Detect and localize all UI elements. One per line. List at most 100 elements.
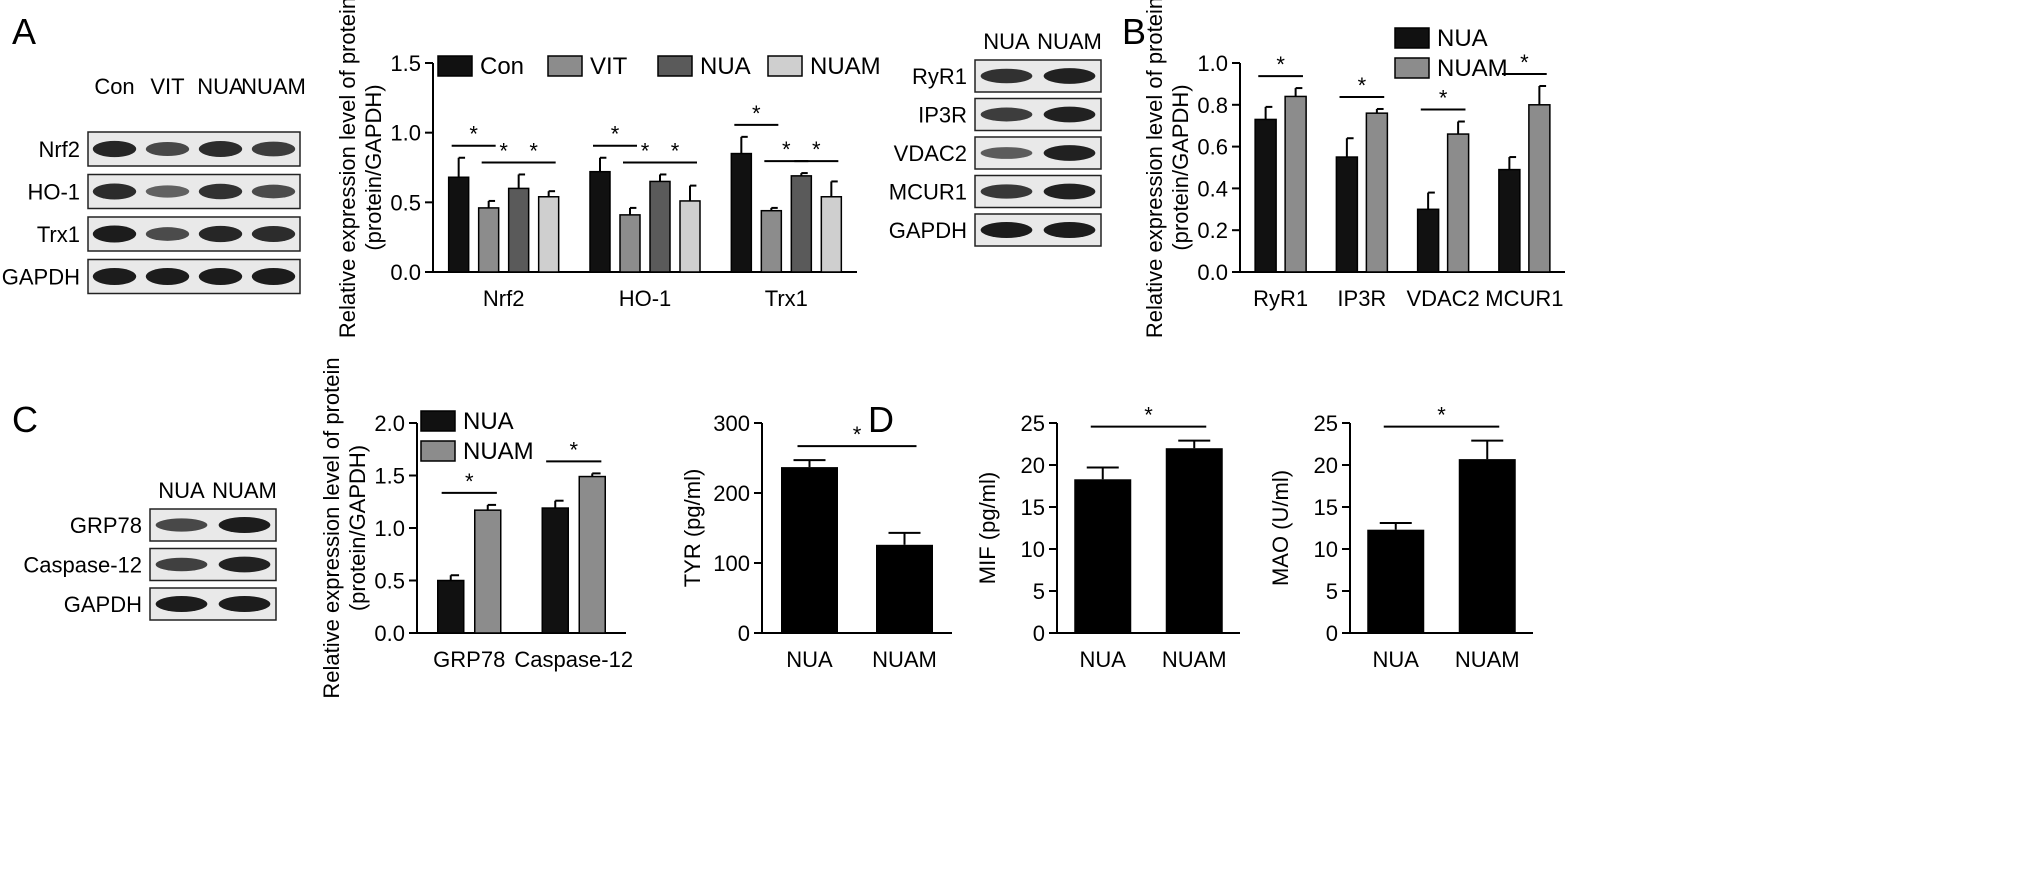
legend-swatch xyxy=(547,55,583,77)
y-tick-label: 1.5 xyxy=(374,464,405,489)
bar xyxy=(1458,459,1516,633)
y-tick-label: 300 xyxy=(713,411,750,436)
significance-star: * xyxy=(1437,403,1446,428)
x-tick-label: IP3R xyxy=(1337,286,1386,311)
significance-star: * xyxy=(671,138,680,163)
legend-label: NUAM xyxy=(463,438,534,465)
blot-row-label: HO-1 xyxy=(27,180,80,205)
blot-band xyxy=(251,268,296,285)
significance-star: * xyxy=(1358,73,1367,98)
blot-lane-label: NUA xyxy=(197,74,244,99)
y-tick-label: 15 xyxy=(1314,495,1338,520)
y-axis-label: MIF (pg/ml) xyxy=(975,472,1000,584)
blot-band xyxy=(1043,68,1096,84)
y-tick-label: 1.5 xyxy=(390,51,421,76)
blot-lane-label: VIT xyxy=(150,74,184,99)
legend-swatch xyxy=(1394,27,1430,49)
legend-swatch xyxy=(767,55,803,77)
blot-band xyxy=(251,226,296,242)
blot-band xyxy=(145,185,190,198)
y-tick-label: 2.0 xyxy=(374,411,405,436)
blot-band xyxy=(145,227,190,241)
y-axis-label: MAO (U/ml) xyxy=(1268,470,1293,586)
bar xyxy=(790,175,813,273)
significance-star: * xyxy=(465,469,474,494)
blot-row-label: GRP78 xyxy=(70,513,142,538)
bar xyxy=(507,187,530,273)
significance-star: * xyxy=(1439,86,1448,111)
y-axis-label-units: (protein/GAPDH) xyxy=(361,84,386,250)
y-axis-label: TYR (pg/ml) xyxy=(680,469,705,588)
significance-star: * xyxy=(499,138,508,163)
bar xyxy=(1284,95,1307,273)
blot-band xyxy=(980,222,1033,238)
blot-band xyxy=(1043,222,1096,238)
y-tick-label: 0.6 xyxy=(1197,135,1228,160)
y-axis-label-units: (protein/GAPDH) xyxy=(345,445,370,611)
legend-swatch xyxy=(657,55,693,77)
blot-row-label: Caspase-12 xyxy=(23,553,142,578)
bar xyxy=(1446,133,1470,273)
legend-label: Con xyxy=(480,53,524,80)
bar xyxy=(730,152,753,273)
blot-row-label: GAPDH xyxy=(889,218,967,243)
bar xyxy=(1416,208,1440,273)
blot-band xyxy=(1043,145,1096,161)
x-tick-label: Trx1 xyxy=(765,286,808,311)
panel-letter-c: C xyxy=(12,399,38,440)
y-tick-label: 0.0 xyxy=(390,260,421,285)
y-tick-label: 0.5 xyxy=(390,190,421,215)
blot-band xyxy=(92,268,137,285)
y-tick-label: 20 xyxy=(1021,453,1045,478)
blot-lane-label: NUAM xyxy=(241,74,306,99)
bar xyxy=(437,579,465,634)
y-tick-label: 0.0 xyxy=(1197,260,1228,285)
legend-label: NUA xyxy=(700,53,751,80)
chart-a: 0.0 0.5 1.0 1.5 Relative expression level of… xyxy=(335,0,881,338)
y-tick-label: 100 xyxy=(713,551,750,576)
blot-band xyxy=(198,141,243,157)
bar xyxy=(1367,529,1425,633)
x-tick-label: MCUR1 xyxy=(1485,286,1563,311)
x-tick-label: RyR1 xyxy=(1253,286,1308,311)
blot-lane-label: NUAM xyxy=(1037,29,1102,54)
blot-band xyxy=(155,557,208,572)
bar-charts: 0.0 0.5 1.0 1.5 Relative expression level of… xyxy=(319,0,1565,699)
legend-swatch xyxy=(1394,57,1430,79)
blot-band xyxy=(980,68,1033,84)
y-tick-label: 0 xyxy=(738,621,750,646)
bar xyxy=(477,207,500,273)
y-tick-label: 15 xyxy=(1021,495,1045,520)
x-tick-label: NUAM xyxy=(872,647,937,672)
legend-label: NUAM xyxy=(810,53,881,80)
significance-star: * xyxy=(469,122,478,147)
significance-star: * xyxy=(752,101,761,126)
blot-band xyxy=(92,140,137,158)
x-tick-label: Caspase-12 xyxy=(514,647,633,672)
y-tick-label: 200 xyxy=(713,481,750,506)
blot-band xyxy=(251,141,296,157)
bar xyxy=(1254,118,1277,273)
chart-d-2: 0 5 10 15 20 25 MIF (pg/ml) NUA NUAM * xyxy=(975,403,1240,672)
blot-band xyxy=(980,107,1033,122)
y-tick-label: 0 xyxy=(1033,621,1045,646)
bar xyxy=(1528,104,1551,273)
y-tick-label: 10 xyxy=(1314,537,1338,562)
blot-band xyxy=(92,183,137,200)
blot-row-label: Nrf2 xyxy=(38,137,80,162)
legend-swatch xyxy=(420,410,456,432)
significance-star: * xyxy=(641,138,650,163)
significance-star: * xyxy=(1276,52,1285,77)
y-tick-label: 5 xyxy=(1033,579,1045,604)
y-tick-label: 25 xyxy=(1021,411,1045,436)
bar xyxy=(541,507,569,634)
blot-band xyxy=(980,184,1033,199)
x-tick-label: Nrf2 xyxy=(483,286,525,311)
blot-row-label: GAPDH xyxy=(64,592,142,617)
blot-lane-label: NUAM xyxy=(212,478,277,503)
panel-letter-a: A xyxy=(12,11,36,52)
blot-lane-label: NUA xyxy=(983,29,1030,54)
y-tick-label: 0.0 xyxy=(374,621,405,646)
